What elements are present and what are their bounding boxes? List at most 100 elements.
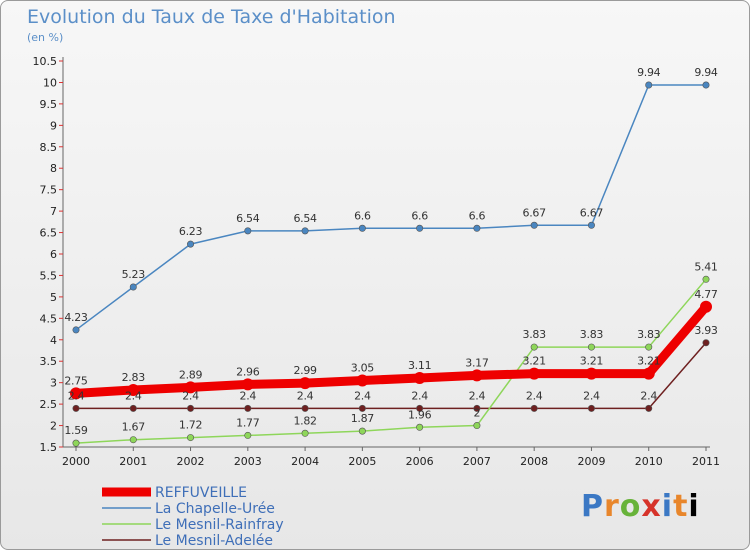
chart-title: Evolution du Taux de Taxe d'Habitation — [27, 6, 396, 28]
y-tick-label: 3.5 — [40, 355, 58, 368]
data-label: 2 — [474, 407, 481, 420]
data-point — [184, 381, 197, 394]
data-label: 3.11 — [408, 359, 431, 372]
data-point — [301, 429, 309, 437]
data-label: 4.23 — [64, 311, 88, 324]
y-tick-label: 7.5 — [40, 184, 58, 197]
data-point — [187, 240, 195, 248]
data-point — [700, 300, 712, 313]
data-point — [530, 404, 538, 412]
series-le-mesnil-adel-e — [72, 339, 710, 412]
data-point — [356, 374, 369, 387]
data-label: 3.93 — [694, 324, 718, 337]
data-point — [470, 369, 483, 382]
data-label: 3.83 — [523, 328, 547, 341]
data-label: 2.4 — [354, 389, 371, 402]
series-le-mesnil-rainfray — [72, 275, 710, 447]
legend-label: Le Mesnil-Rainfray — [155, 517, 284, 533]
data-label: 2.75 — [64, 374, 88, 387]
data-point — [416, 404, 424, 412]
data-point — [129, 436, 137, 444]
data-label: 6.6 — [411, 209, 428, 222]
data-label: 1.67 — [122, 421, 146, 434]
data-point — [129, 283, 137, 291]
data-label: 2.4 — [526, 389, 543, 402]
data-point — [530, 343, 538, 351]
data-point — [416, 423, 424, 431]
series-la-chapelle-ur-e — [72, 81, 710, 334]
series-reffuveille — [70, 300, 712, 400]
y-tick-label: 7 — [50, 205, 57, 218]
data-label: 2.96 — [236, 365, 260, 378]
data-label: 3.83 — [637, 328, 661, 341]
data-point — [645, 81, 653, 89]
y-tick-label: 1.5 — [40, 441, 58, 454]
y-tick-label: 5.5 — [40, 269, 58, 282]
data-point — [642, 367, 655, 380]
data-label: 2.4 — [182, 389, 199, 402]
data-point — [473, 224, 481, 232]
data-point — [473, 422, 481, 430]
data-label: 6.6 — [469, 209, 486, 222]
y-tick-label: 2 — [50, 420, 57, 433]
data-label: 2.4 — [240, 389, 257, 402]
data-label: 2.4 — [411, 389, 428, 402]
data-label: 2.4 — [125, 389, 142, 402]
y-tick-label: 10.5 — [33, 55, 58, 68]
data-point — [587, 404, 595, 412]
x-tick-label: 2001 — [119, 455, 147, 468]
series-line — [75, 84, 707, 331]
x-tick-label: 2002 — [177, 455, 205, 468]
data-label: 4.77 — [694, 288, 718, 301]
data-label: 6.54 — [236, 212, 260, 225]
data-point — [528, 367, 541, 380]
data-label: 3.05 — [351, 362, 375, 375]
data-label: 6.67 — [580, 206, 604, 219]
data-label: 1.72 — [179, 419, 202, 432]
data-point — [645, 404, 653, 412]
data-point — [301, 404, 309, 412]
data-label: 1.59 — [64, 424, 88, 437]
data-label: 6.23 — [179, 225, 203, 238]
x-tick-label: 2010 — [635, 455, 663, 468]
data-point — [702, 275, 710, 283]
data-label: 2.89 — [179, 368, 203, 381]
data-point — [127, 383, 140, 396]
series-line — [75, 278, 707, 444]
data-label: 3.17 — [465, 356, 489, 369]
y-tick-label: 10 — [43, 76, 57, 89]
y-tick-label: 9.5 — [40, 98, 58, 111]
x-tick-label: 2009 — [577, 455, 605, 468]
data-label: 2.4 — [583, 389, 600, 402]
data-label: 2.83 — [122, 371, 146, 384]
data-label: 3.21 — [637, 355, 660, 368]
series-line — [75, 342, 707, 410]
data-point — [702, 339, 710, 347]
data-label: 2.4 — [297, 389, 314, 402]
data-point — [72, 404, 80, 412]
y-tick-label: 5 — [50, 291, 57, 304]
data-point — [244, 404, 252, 412]
x-tick-label: 2006 — [406, 455, 434, 468]
data-point — [358, 224, 366, 232]
legend-label: La Chapelle-Urée — [155, 501, 275, 517]
data-point — [585, 367, 598, 380]
data-point — [587, 221, 595, 229]
data-point — [530, 221, 538, 229]
data-point — [702, 81, 710, 89]
y-tick-label: 8 — [50, 162, 57, 175]
data-point — [587, 343, 595, 351]
data-point — [187, 434, 195, 442]
y-tick-label: 2.5 — [40, 398, 58, 411]
legend-label: REFFUVEILLE — [155, 485, 247, 501]
x-tick-label: 2000 — [62, 455, 90, 468]
data-label: 5.41 — [694, 260, 717, 273]
data-point — [473, 404, 481, 412]
data-label: 3.21 — [523, 355, 546, 368]
data-label: 6.6 — [354, 209, 371, 222]
data-label: 3.83 — [580, 328, 604, 341]
data-point — [241, 378, 254, 391]
chart-unit: (en %) — [27, 31, 64, 44]
